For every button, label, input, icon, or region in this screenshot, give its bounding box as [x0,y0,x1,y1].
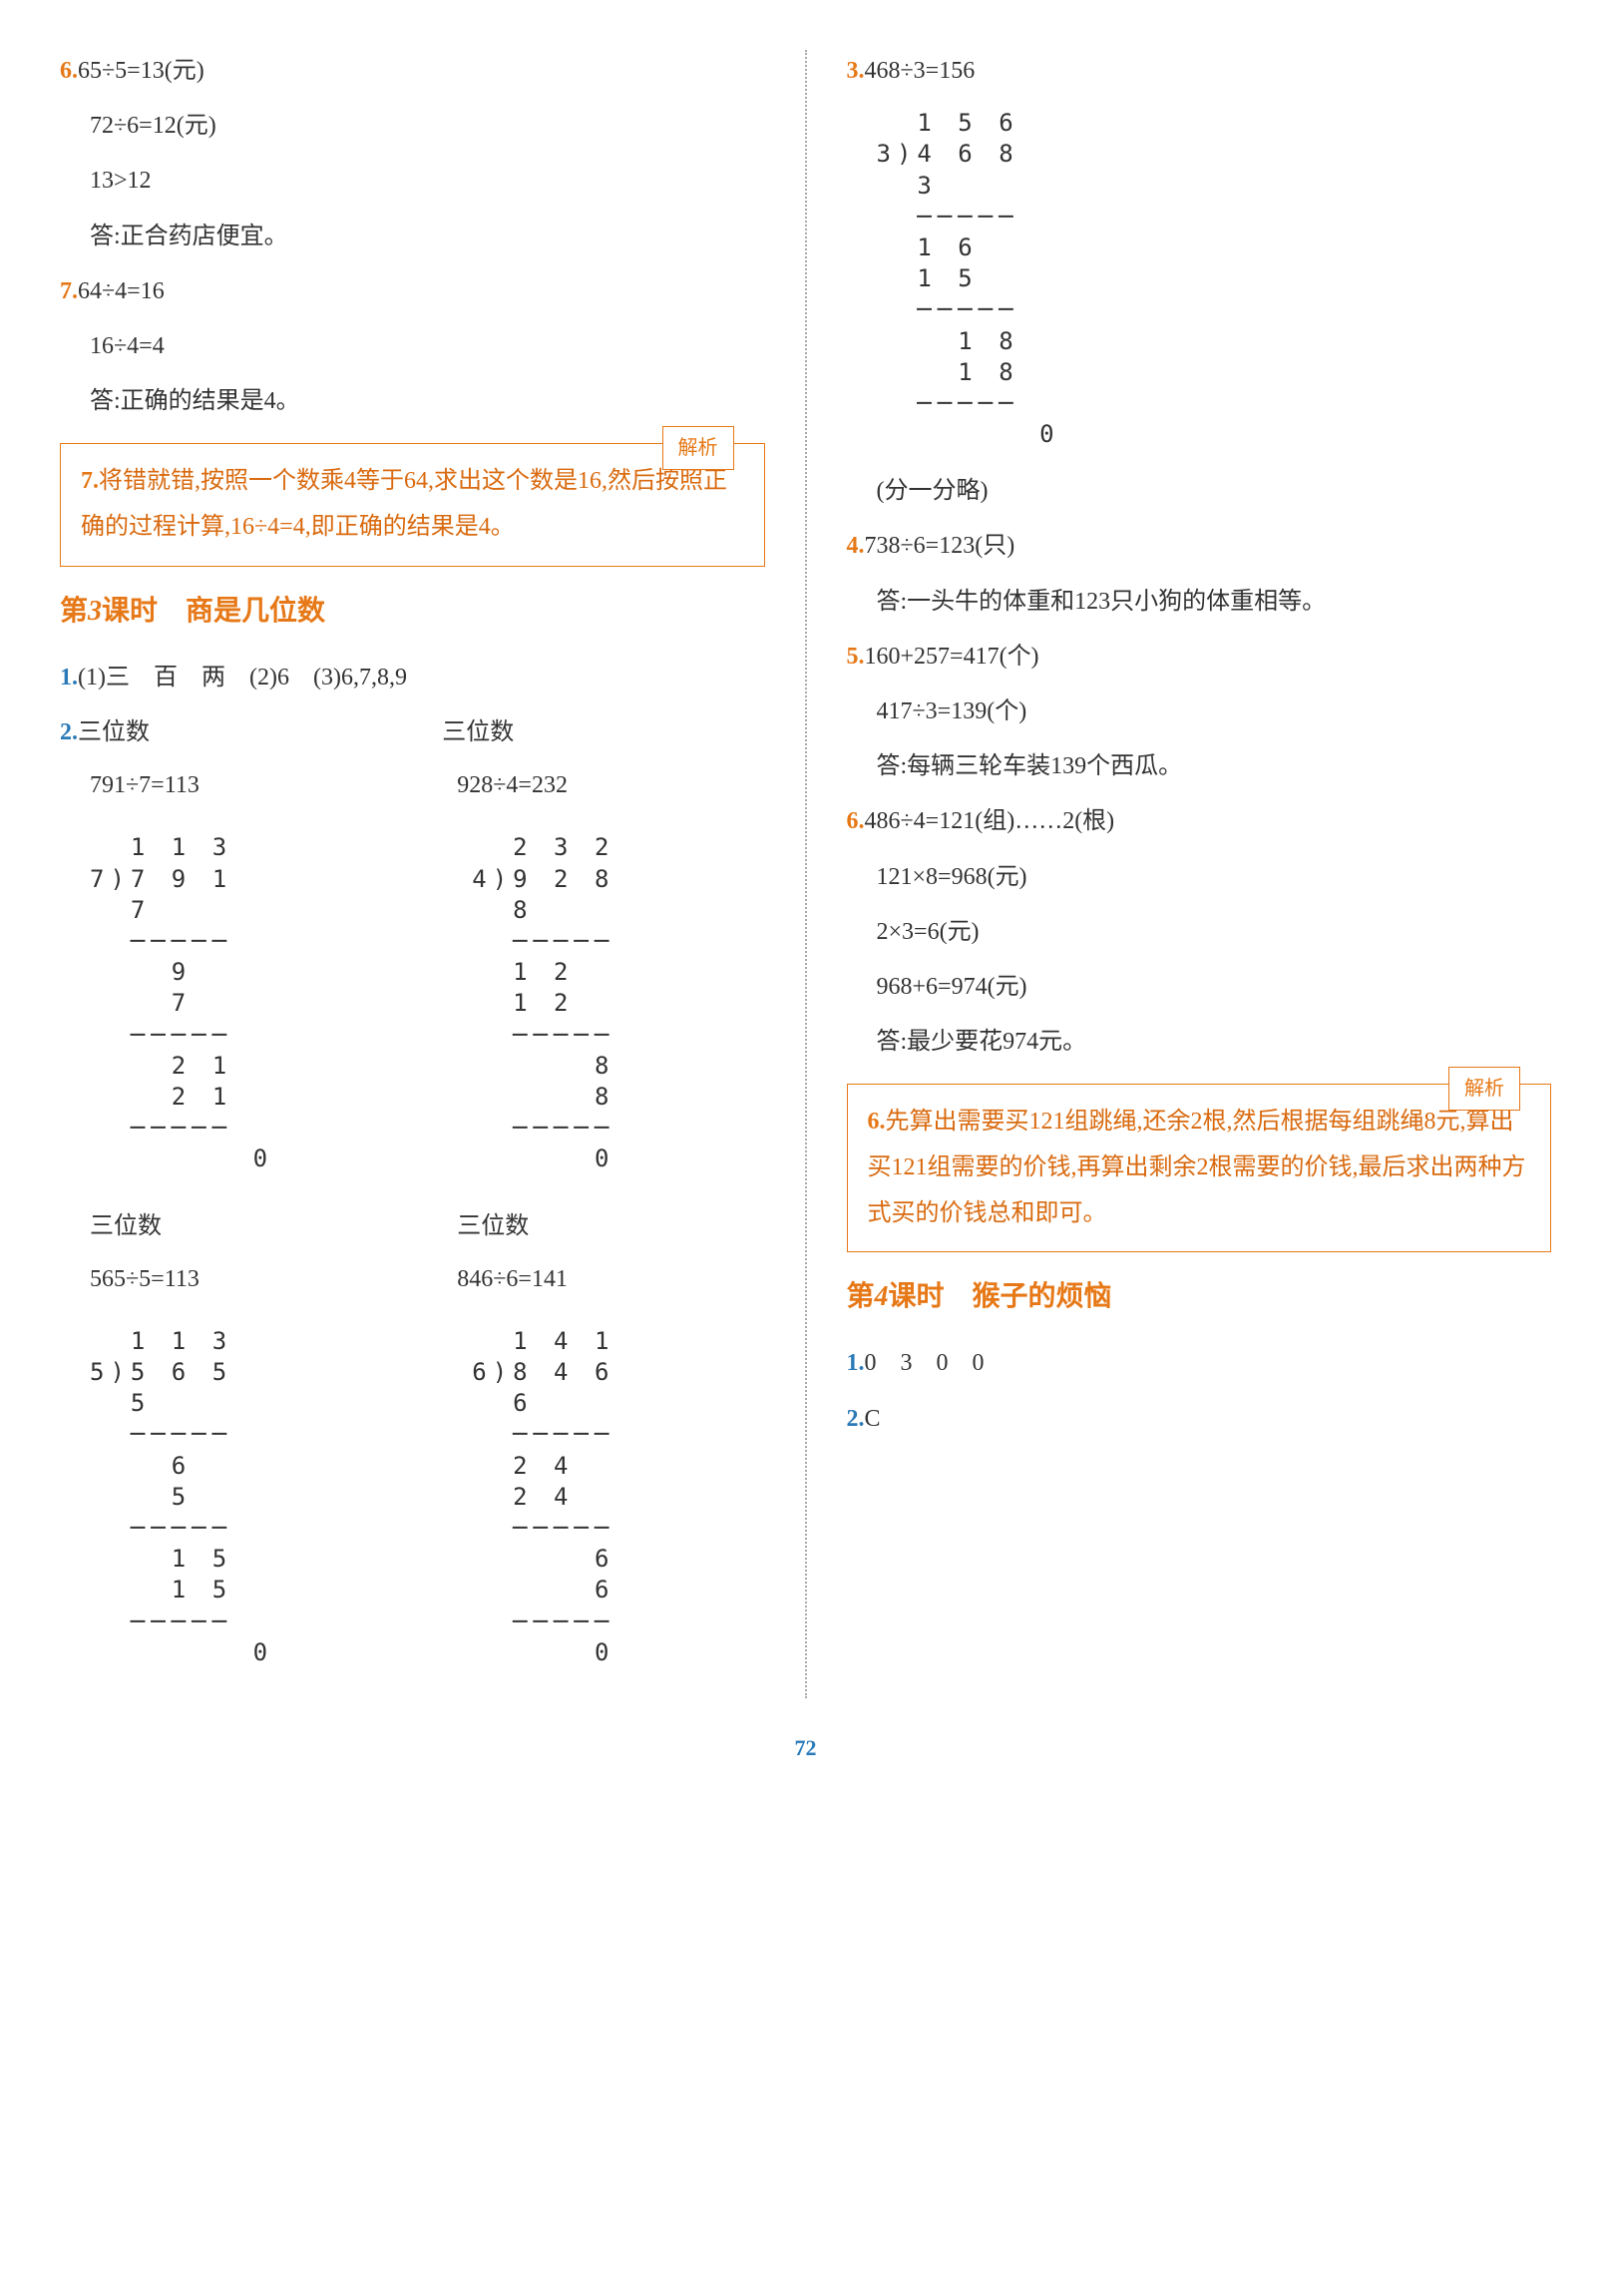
problem-1b: 1.0 3 0 0 [847,1342,1552,1385]
text: 928÷4=232 [457,764,764,807]
num-label: 3. [847,58,865,84]
analysis-text: 先算出需要买121组跳绳,还余2根,然后根据每组跳绳8元,算出买121组需要的价… [868,1109,1526,1225]
answer-line: 答:一头牛的体重和123只小狗的体重相等。 [847,581,1552,624]
text: 65÷5=13(元) [78,58,204,84]
analysis-label: 解析 [662,426,734,470]
section-title-3: 第3课时 商是几位数 [60,587,765,637]
num-label: 5. [847,644,865,670]
text: 738÷6=123(只) [865,533,1015,559]
long-division-3: 1 1 3 5)5 6 5 5 ───── 6 5 ───── 1 5 1 5 … [90,1326,382,1668]
text: 486÷4=121(组)……2(根) [865,808,1115,834]
text: C [865,1406,881,1432]
text: 565÷5=113 [60,1258,397,1301]
long-division-row1: 1 1 3 7)7 9 1 7 ───── 9 7 ───── 2 1 2 1 … [60,817,765,1194]
problem-2b: 2.C [847,1398,1552,1441]
num-label: 2. [60,719,78,745]
text: 三位数 [442,711,764,754]
answer-line: 答:正确的结果是4。 [60,380,765,423]
num-label: 2. [847,1406,865,1432]
problem-2-row4: 565÷5=113 846÷6=141 [60,1258,765,1301]
problem-3: 3.468÷3=156 [847,50,1552,93]
num-label: 7. [60,278,78,304]
answer-line: 答:正合药店便宜。 [60,216,765,258]
page-number: 72 [60,1728,1551,1768]
num-label: 1. [60,665,78,690]
analysis-box-2: 解析 6.先算出需要买121组跳绳,还余2根,然后根据每组跳绳8元,算出买121… [847,1084,1552,1252]
title-num: 3 [88,596,102,627]
title-pre: 第 [60,596,88,627]
text-line: 2×3=6(元) [847,911,1552,954]
right-column: 3.468÷3=156 1 5 6 3)4 6 8 3 ───── 1 6 1 … [847,50,1552,1698]
long-division-1: 1 1 3 7)7 9 1 7 ───── 9 7 ───── 2 1 2 1 … [90,832,382,1174]
note-line: (分一分略) [847,470,1552,513]
section-title-4: 第4课时 猴子的烦恼 [847,1272,1552,1322]
num-label: 1. [847,1350,865,1376]
text-line: 968+6=974(元) [847,966,1552,1009]
title-mid: 课时 商是几位数 [102,596,325,627]
text: 三位数 [60,1205,397,1248]
text-line: 72÷6=12(元) [60,105,765,148]
title-num: 4 [875,1281,889,1312]
text: 0 3 0 0 [865,1350,985,1376]
long-division-5: 1 5 6 3)4 6 8 3 ───── 1 6 1 5 ───── 1 8 … [877,108,1552,450]
answer-line: 答:每辆三轮车装139个西瓜。 [847,745,1552,788]
analysis-text: 将错就错,按照一个数乘4等于64,求出这个数是16,然后按照正确的过程计算,16… [81,468,727,540]
column-divider [805,50,807,1698]
problem-2-row3: 三位数 三位数 [60,1205,765,1248]
text-line: 16÷4=4 [60,325,765,368]
num-label: 6. [868,1109,886,1135]
long-division-4: 1 4 1 6)8 4 6 6 ───── 2 4 2 4 ───── 6 6 … [472,1326,764,1668]
long-division-row2: 1 1 3 5)5 6 5 5 ───── 6 5 ───── 1 5 1 5 … [60,1311,765,1688]
num-label: 6. [60,58,78,84]
problem-6r: 6.486÷4=121(组)……2(根) [847,800,1552,843]
num-label: 6. [847,808,865,834]
num-label: 7. [81,468,99,494]
problem-1: 1.(1)三 百 两 (2)6 (3)6,7,8,9 [60,657,765,699]
title-mid: 课时 猴子的烦恼 [889,1281,1112,1312]
text: 791÷7=113 [60,764,397,807]
text: 468÷3=156 [865,58,976,84]
text: 三位数 [78,719,150,745]
answer-line: 答:最少要花974元。 [847,1021,1552,1064]
problem-7: 7.64÷4=16 [60,270,765,313]
text-line: 121×8=968(元) [847,856,1552,899]
left-column: 6.65÷5=13(元) 72÷6=12(元) 13>12 答:正合药店便宜。 … [60,50,765,1698]
problem-6: 6.65÷5=13(元) [60,50,765,93]
text: 160+257=417(个) [865,644,1039,670]
title-pre: 第 [847,1281,875,1312]
problem-2-row1: 2.三位数 三位数 [60,711,765,754]
text: 64÷4=16 [78,278,165,304]
long-division-2: 2 3 2 4)9 2 8 8 ───── 1 2 1 2 ───── 8 8 … [472,832,764,1174]
text: (1)三 百 两 (2)6 (3)6,7,8,9 [78,665,407,690]
problem-2-row2: 791÷7=113 928÷4=232 [60,764,765,807]
text: 三位数 [457,1205,764,1248]
text: 846÷6=141 [457,1258,764,1301]
page-container: 6.65÷5=13(元) 72÷6=12(元) 13>12 答:正合药店便宜。 … [60,50,1551,1698]
num-label: 4. [847,533,865,559]
analysis-label: 解析 [1448,1067,1520,1111]
problem-5: 5.160+257=417(个) [847,636,1552,679]
text-line: 417÷3=139(个) [847,690,1552,733]
text-line: 13>12 [60,160,765,203]
analysis-box: 解析 7.将错就错,按照一个数乘4等于64,求出这个数是16,然后按照正确的过程… [60,443,765,566]
problem-4: 4.738÷6=123(只) [847,525,1552,568]
